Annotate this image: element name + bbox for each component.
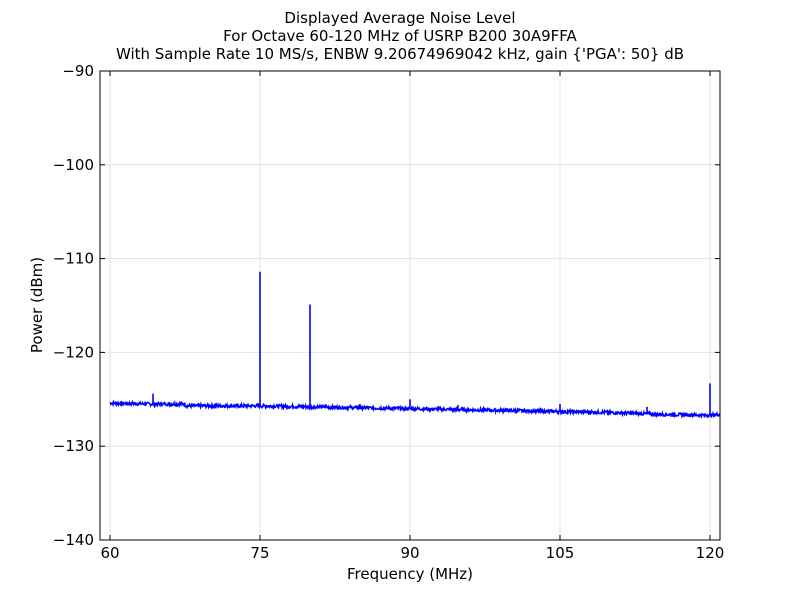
chart-title-line-1: Displayed Average Noise Level [284, 9, 516, 27]
y-tick-label: −110 [53, 250, 94, 268]
noise-floor-trace [109, 399, 721, 420]
x-tick-label: 120 [696, 544, 725, 562]
y-tick-label: −130 [53, 437, 94, 455]
x-axis-label: Frequency (MHz) [347, 565, 473, 583]
x-tick-label: 90 [400, 544, 419, 562]
chart-title-line-3: With Sample Rate 10 MS/s, ENBW 9.2067496… [115, 45, 685, 63]
y-tick-label: −120 [53, 343, 94, 361]
series-group [109, 271, 721, 420]
y-tick-label: −100 [53, 156, 94, 174]
x-tick-label: 105 [546, 544, 575, 562]
chart-title-line-2: For Octave 60-120 MHz of USRP B200 30A9F… [223, 27, 577, 45]
x-tick-label: 60 [100, 544, 119, 562]
grid-lines [100, 70, 720, 541]
y-tick-label: −140 [53, 531, 94, 549]
y-tick-label: −90 [62, 62, 94, 80]
axis-ticks: 60 75 90 105 120 −90 −100 −110 −120 −130 −140 [53, 62, 725, 562]
x-tick-label: 75 [250, 544, 269, 562]
y-axis-label: Power (dBm) [28, 257, 46, 353]
